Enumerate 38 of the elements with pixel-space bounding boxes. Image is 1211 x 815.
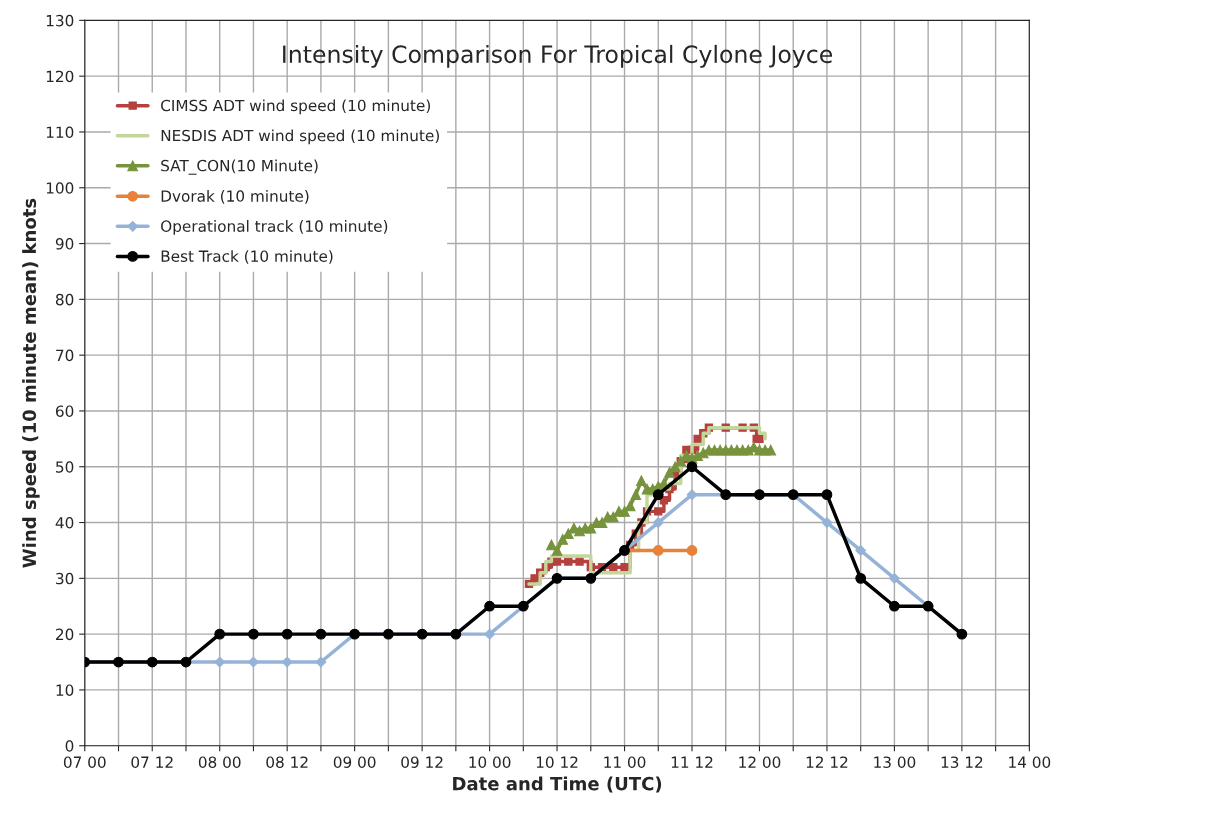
y-tick-label: 40 [55,517,74,529]
x-tick-label: 08 12 [266,756,308,768]
x-tick-label: 12 00 [739,756,781,768]
text: Intensity Comparison For Tropical Cylone Joyce [283,44,833,68]
x-tick-label: 11 00 [604,756,646,768]
legend-label: Best Track (10 minute) [161,250,333,264]
legend-label: Dvorak (10 minute) [161,190,309,204]
legend-label: CIMSS ADT wind speed (10 minute) [161,99,430,115]
x-tick-label: 12 12 [806,756,848,768]
y-tick-label: 110 [46,126,74,138]
x-tick-label: 08 00 [198,756,241,768]
y-tick-label: 120 [46,70,74,83]
y-tick-label: 30 [56,572,74,585]
x-tick-label: 09 00 [333,756,376,768]
y-tick-label: 50 [56,461,74,473]
y-tick-label: 90 [55,238,74,250]
x-tick-label: 10 00 [469,756,511,768]
y-tick-label: 20 [56,628,74,641]
y-tick-label: 80 [55,293,74,306]
y-tick-label: 60 [55,405,74,417]
y-tick-label: 130 [46,14,74,27]
y-tick-label: 10 [56,684,74,696]
x-tick-label: 13 12 [941,756,983,768]
y-axis-title: Wind speed (10 minute mean) knots [22,198,40,568]
y-tick-label: 70 [56,349,74,362]
x-tick-label: 11 12 [671,756,713,768]
x-tick-label: 14 00 [1009,756,1051,768]
legend-label: SAT_CON(10 Minute) [161,159,318,175]
x-tick-label: 07 12 [131,756,173,768]
x-tick-label: 09 12 [401,756,443,768]
x-tick-label: 10 12 [536,756,578,768]
x-axis-title: Date and Time (UTC) [453,776,662,793]
y-tick-label: 0 [65,740,74,752]
x-tick-label: 07 00 [63,756,106,768]
legend-label: Operational track (10 minute) [161,220,388,235]
y-tick-label: 100 [46,182,74,194]
legend-label: NESDIS ADT wind speed (10 minute) [161,129,439,145]
x-tick-label: 13 00 [874,756,916,768]
